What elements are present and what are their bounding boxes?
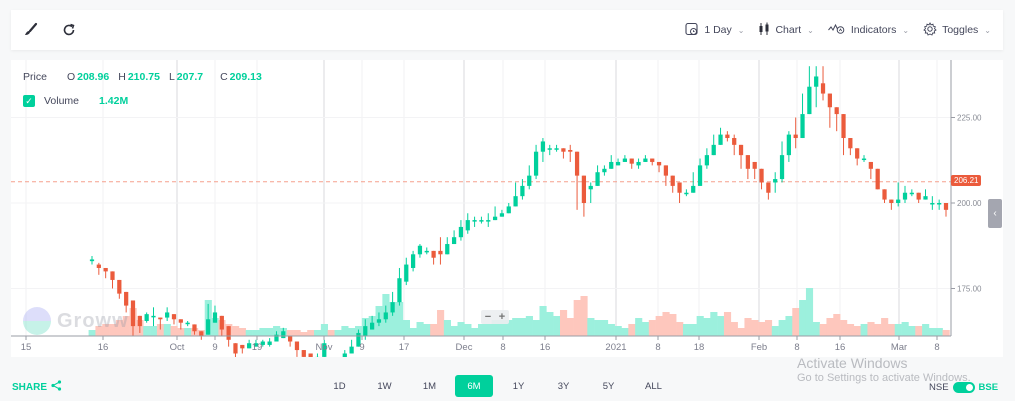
volume-value: 1.42M [99,95,129,107]
watermark-text: Groww [57,309,129,332]
share-label: SHARE [12,381,48,393]
toggles-label: Toggles [942,24,979,36]
range-3y[interactable]: 3Y [557,380,570,392]
svg-text:8: 8 [500,342,505,353]
chevron-down-icon: ⌄ [984,25,991,35]
chevron-left-icon: ‹ [993,208,997,219]
price-label: Price [23,71,47,83]
interval-dropdown[interactable]: 1 Day ⌄ [685,22,744,39]
nse-label: NSE [929,382,949,393]
bse-label: BSE [978,382,999,393]
chart-type-dropdown[interactable]: Chart ⌄ [758,22,814,39]
svg-text:16: 16 [540,342,551,353]
range-5y[interactable]: 5Y [602,380,615,392]
svg-text:8: 8 [934,342,939,353]
svg-text:9: 9 [359,342,364,353]
activate-windows-watermark: Activate Windows Go to Settings to activ… [797,355,971,384]
brush-icon[interactable] [21,20,41,40]
calendar-clock-icon [685,22,699,39]
chevron-down-icon: ⌄ [737,25,745,35]
share-icon [51,380,62,394]
range-1w[interactable]: 1W [377,380,392,392]
close-value: 209.13 [229,71,262,83]
bottom-bar: SHARE 1D 1W 1M 6M 1Y 3Y 5Y ALL [0,370,1015,401]
chevron-down-icon: ⌄ [807,25,814,35]
svg-text:Mar: Mar [891,342,907,353]
svg-text:17: 17 [399,342,410,353]
gear-icon [923,21,937,39]
indicators-label: Indicators [850,24,897,36]
svg-text:Feb: Feb [751,342,767,353]
zoom-out-button[interactable]: − [484,311,492,323]
time-range-selector: 1D 1W 1M 6M 1Y 3Y 5Y ALL [317,375,676,397]
svg-text:15: 15 [21,342,32,353]
chart-toolbar: 1 Day ⌄ Chart ⌄ Indicators ⌄ Toggles ⌄ [11,10,1003,50]
chart-legend: Price O 208.96 H 210.75 L 207.7 C 209.13 ✓ V… [23,70,262,108]
close-key: C [220,71,228,83]
indicators-dropdown[interactable]: Indicators ⌄ [827,23,910,38]
indicators-icon [827,23,846,38]
svg-text:16: 16 [98,342,109,353]
svg-text:8: 8 [655,342,660,353]
range-1m[interactable]: 1M [422,380,437,392]
svg-text:9: 9 [212,342,217,353]
svg-text:19: 19 [252,342,263,353]
volume-checkbox[interactable]: ✓ [23,95,35,107]
svg-text:225.00: 225.00 [957,114,982,123]
share-button[interactable]: SHARE [12,380,62,394]
svg-text:18: 18 [694,342,705,353]
high-value: 210.75 [127,71,160,83]
range-1d[interactable]: 1D [333,380,346,392]
high-key: H [118,71,126,83]
svg-text:2021: 2021 [605,342,626,353]
chevron-down-icon: ⌄ [902,25,910,35]
range-all[interactable]: ALL [645,380,662,392]
groww-watermark: Groww [23,307,129,335]
low-value: 207.7 [176,71,204,83]
activate-title: Activate Windows [797,355,908,371]
exchange-toggle[interactable]: NSE BSE [929,382,998,393]
svg-text:16: 16 [835,342,846,353]
range-1y[interactable]: 1Y [512,380,525,392]
open-key: O [66,71,76,83]
activate-subtitle: Go to Settings to activate Windows. [797,372,971,384]
zoom-in-button[interactable]: + [498,311,506,323]
svg-text:Dec: Dec [456,342,473,353]
low-key: L [168,71,175,83]
interval-label: 1 Day [704,24,732,36]
current-price-tag: 206.21 [951,175,982,186]
candlestick-chart[interactable]: 175.00 200.00 225.00 15 16 Oct 9 19 Nov 9 17 Dec 8 16… [11,60,1003,357]
svg-text:8: 8 [794,342,799,353]
chart-type-label: Chart [775,24,802,36]
range-6m[interactable]: 6M [455,375,493,397]
groww-logo-icon [23,307,51,335]
svg-text:Nov: Nov [316,342,333,353]
chart-area[interactable]: 175.00 200.00 225.00 15 16 Oct 9 19 Nov 9 17 Dec 8 16… [11,60,1003,357]
candlestick-icon [758,22,770,39]
svg-text:175.00: 175.00 [957,285,982,294]
exchange-toggle-switch[interactable] [952,382,975,393]
refresh-icon[interactable] [59,20,79,40]
svg-text:Oct: Oct [170,342,185,353]
toggles-dropdown[interactable]: Toggles ⌄ [923,21,991,39]
svg-text:200.00: 200.00 [957,199,982,208]
volume-label: Volume [44,95,80,107]
collapse-panel-button[interactable]: ‹ [988,199,1002,228]
open-value: 208.96 [77,71,110,83]
zoom-controls: − + [481,310,509,324]
